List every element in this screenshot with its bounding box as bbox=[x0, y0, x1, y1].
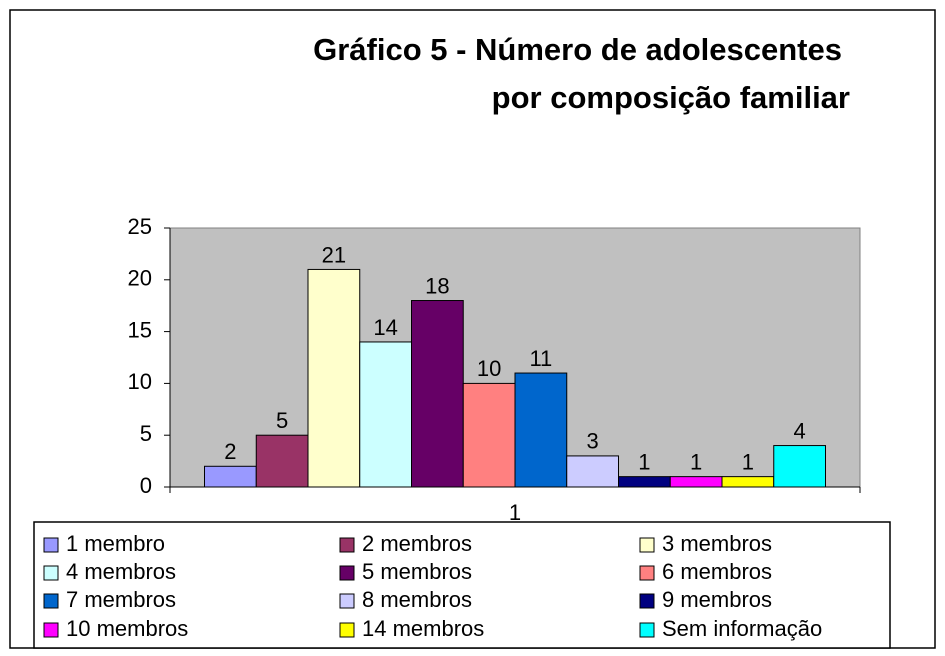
legend-label: 10 membros bbox=[66, 616, 188, 641]
legend-label: 8 membros bbox=[362, 587, 472, 612]
y-tick-label: 10 bbox=[128, 369, 152, 394]
bar bbox=[618, 476, 671, 488]
bar bbox=[359, 341, 412, 488]
legend-swatch bbox=[43, 622, 59, 638]
bar bbox=[411, 300, 464, 488]
legend-swatch bbox=[43, 565, 59, 581]
data-label: 18 bbox=[425, 273, 449, 298]
legend-swatch bbox=[639, 537, 655, 553]
legend-swatch bbox=[639, 622, 655, 638]
data-label: 10 bbox=[477, 356, 501, 381]
legend-label: 3 membros bbox=[662, 531, 772, 556]
bar bbox=[566, 455, 619, 488]
legend-swatch bbox=[639, 593, 655, 609]
legend-label: 5 membros bbox=[362, 559, 472, 584]
legend-label: 2 membros bbox=[362, 531, 472, 556]
x-tick-label: 1 bbox=[509, 500, 521, 525]
data-label: 5 bbox=[276, 408, 288, 433]
legend-label: 6 membros bbox=[662, 559, 772, 584]
data-label: 14 bbox=[373, 315, 397, 340]
bar bbox=[514, 372, 568, 488]
bar bbox=[669, 476, 723, 488]
data-label: 11 bbox=[529, 346, 552, 371]
legend-swatch bbox=[339, 622, 355, 638]
legend-swatch bbox=[639, 565, 655, 581]
data-label: 4 bbox=[794, 418, 806, 443]
chart-title: por composição familiar bbox=[492, 80, 850, 115]
y-tick-label: 15 bbox=[128, 317, 152, 342]
bar bbox=[204, 465, 257, 488]
bar bbox=[721, 476, 775, 488]
legend-swatch bbox=[339, 537, 355, 553]
data-label: 3 bbox=[587, 429, 599, 454]
legend-swatch bbox=[339, 565, 355, 581]
data-label: 1 bbox=[690, 449, 702, 474]
legend-label: Sem informação bbox=[662, 616, 822, 641]
y-tick-label: 5 bbox=[140, 421, 152, 446]
bar bbox=[462, 382, 516, 488]
legend-swatch bbox=[43, 537, 59, 553]
data-label: 1 bbox=[742, 449, 754, 474]
legend-swatch bbox=[43, 593, 59, 609]
y-tick-label: 0 bbox=[140, 473, 152, 498]
data-label: 2 bbox=[224, 439, 236, 464]
legend-box bbox=[33, 521, 891, 649]
y-tick-label: 20 bbox=[128, 266, 152, 291]
data-label: 1 bbox=[638, 449, 650, 474]
legend-label: 14 membros bbox=[362, 616, 484, 641]
chart-title: Gráfico 5 - Número de adolescentes bbox=[313, 32, 842, 67]
legend-label: 4 membros bbox=[66, 559, 176, 584]
legend-label: 1 membro bbox=[66, 531, 165, 556]
bar bbox=[773, 445, 826, 488]
bar bbox=[307, 268, 361, 488]
legend-label: 9 membros bbox=[662, 587, 772, 612]
legend-swatch bbox=[339, 593, 355, 609]
y-tick-label: 25 bbox=[128, 214, 152, 239]
data-label: 21 bbox=[322, 242, 346, 267]
legend-label: 7 membros bbox=[66, 587, 176, 612]
bar bbox=[255, 434, 309, 488]
